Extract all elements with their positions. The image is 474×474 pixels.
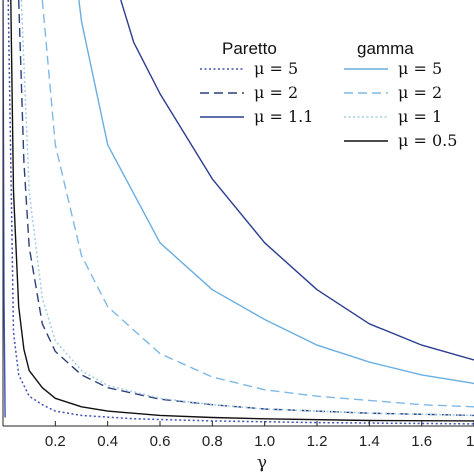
legend-title-0: Paretto (222, 39, 277, 58)
x-tick-label-8: 1 (466, 433, 474, 450)
series-line-gamma-6 (10, 0, 474, 422)
legend-entry-0-1: μ = 2 (254, 83, 298, 102)
series-line-gamma-4 (41, 0, 474, 408)
series-line-Paretto-0 (7, 0, 474, 425)
series-line-gamma-3 (78, 0, 474, 385)
x-tick-label-5: 1.2 (307, 433, 328, 450)
x-tick-label-3: 0.8 (202, 433, 223, 450)
x-tick-label-4: 1.0 (254, 433, 275, 450)
legend-entry-0-0: μ = 5 (254, 59, 298, 78)
x-tick-label-0: 0.2 (45, 433, 66, 450)
legend-entry-1-3: μ = 0.5 (398, 131, 457, 150)
legend-entry-1-1: μ = 2 (398, 83, 442, 102)
series-line-gamma-5 (20, 0, 474, 417)
x-tick-label-2: 0.6 (150, 433, 171, 450)
legend-entry-1-2: μ = 1 (398, 107, 442, 126)
legend-entry-1-0: μ = 5 (398, 59, 442, 78)
x-tick-label-7: 1.6 (411, 433, 432, 450)
x-axis-label: γ (257, 453, 267, 473)
x-tick-label-6: 1.4 (359, 433, 380, 450)
x-tick-label-1: 0.4 (97, 433, 118, 450)
series-line-Paretto-2 (120, 0, 474, 361)
legend-title-1: gamma (357, 39, 414, 58)
legend-entry-0-2: μ = 1.1 (254, 107, 313, 126)
